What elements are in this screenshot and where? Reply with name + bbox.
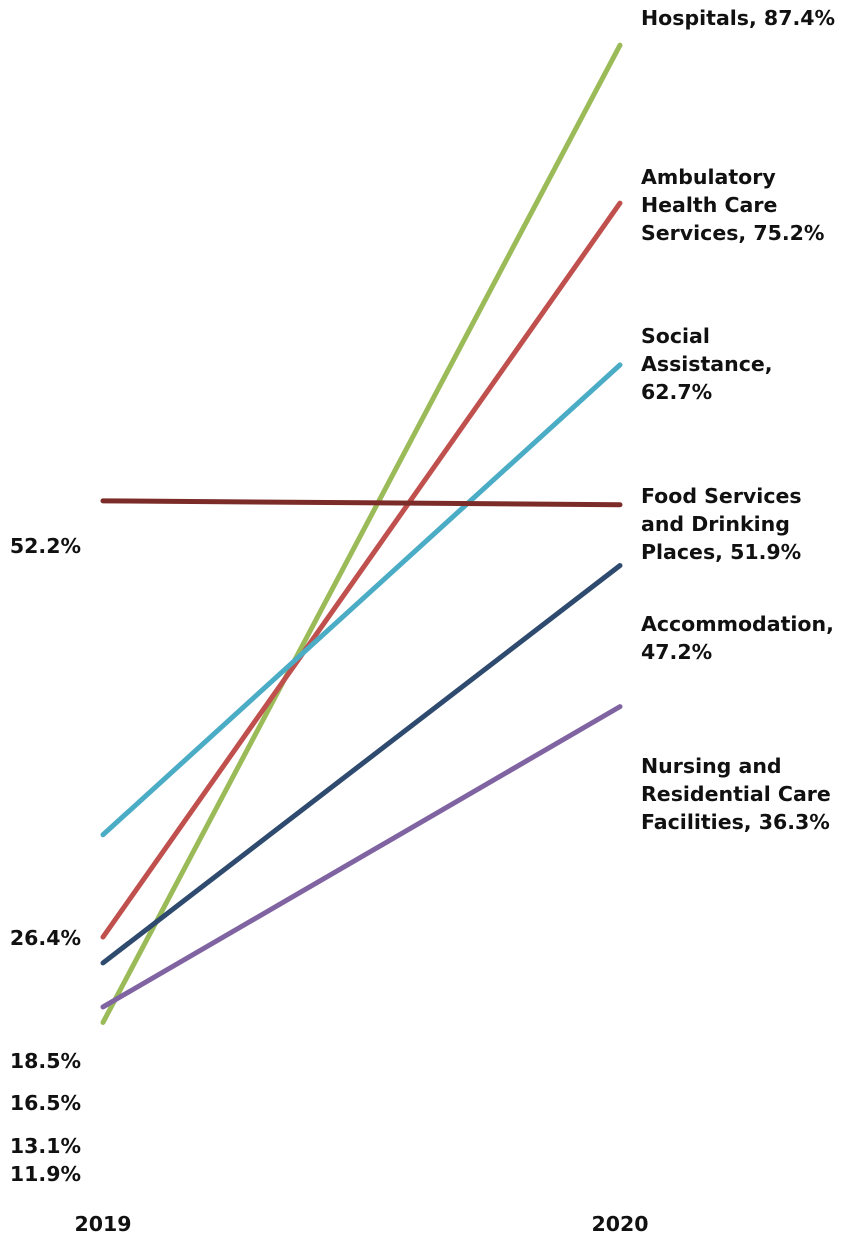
series-line-nursing-and-residential-care-facilities xyxy=(100,704,623,1010)
series-line-social-assistance xyxy=(100,362,623,838)
end-label-social-assistance: Social Assistance, 62.7% xyxy=(641,324,773,404)
start-label-ambulatory-health-care-services: 18.5% xyxy=(10,1049,81,1073)
end-series-labels: Hospitals, 87.4% Ambulatory Health Care Ser… xyxy=(641,6,835,834)
series-lines xyxy=(100,42,623,1025)
series-line-ambulatory-health-care-services xyxy=(100,200,623,940)
x-axis-tick-labels: 2019 2020 xyxy=(74,1212,648,1236)
series-line-accommodation xyxy=(100,563,623,966)
start-label-hospitals: 11.9% xyxy=(10,1162,81,1186)
series-line-hospitals xyxy=(100,42,623,1025)
end-label-nursing-and-residential-care-facilities: Nursing and Residential Care Facilities, 3… xyxy=(641,754,831,834)
end-label-food-services-and-drinking-places: Food Services and Drinking Places, 51.9% xyxy=(641,484,802,564)
start-value-labels: 11.9% 18.5% 26.4% 52.2% 16.5% 13.1% xyxy=(10,534,81,1186)
end-label-hospitals: Hospitals, 87.4% xyxy=(641,6,835,30)
end-label-ambulatory-health-care-services: Ambulatory Health Care Services, 75.2% xyxy=(641,165,824,245)
x-tick-2020: 2020 xyxy=(591,1212,648,1236)
x-tick-2019: 2019 xyxy=(74,1212,131,1236)
series-line-food-services-and-drinking-places xyxy=(100,498,623,508)
start-label-social-assistance: 26.4% xyxy=(10,926,81,950)
start-label-nursing-and-residential-care-facilities: 13.1% xyxy=(10,1134,81,1158)
start-label-accommodation: 16.5% xyxy=(10,1091,81,1115)
end-label-accommodation: Accommodation, 47.2% xyxy=(641,612,834,664)
start-label-food-services-and-drinking-places: 52.2% xyxy=(10,534,81,558)
